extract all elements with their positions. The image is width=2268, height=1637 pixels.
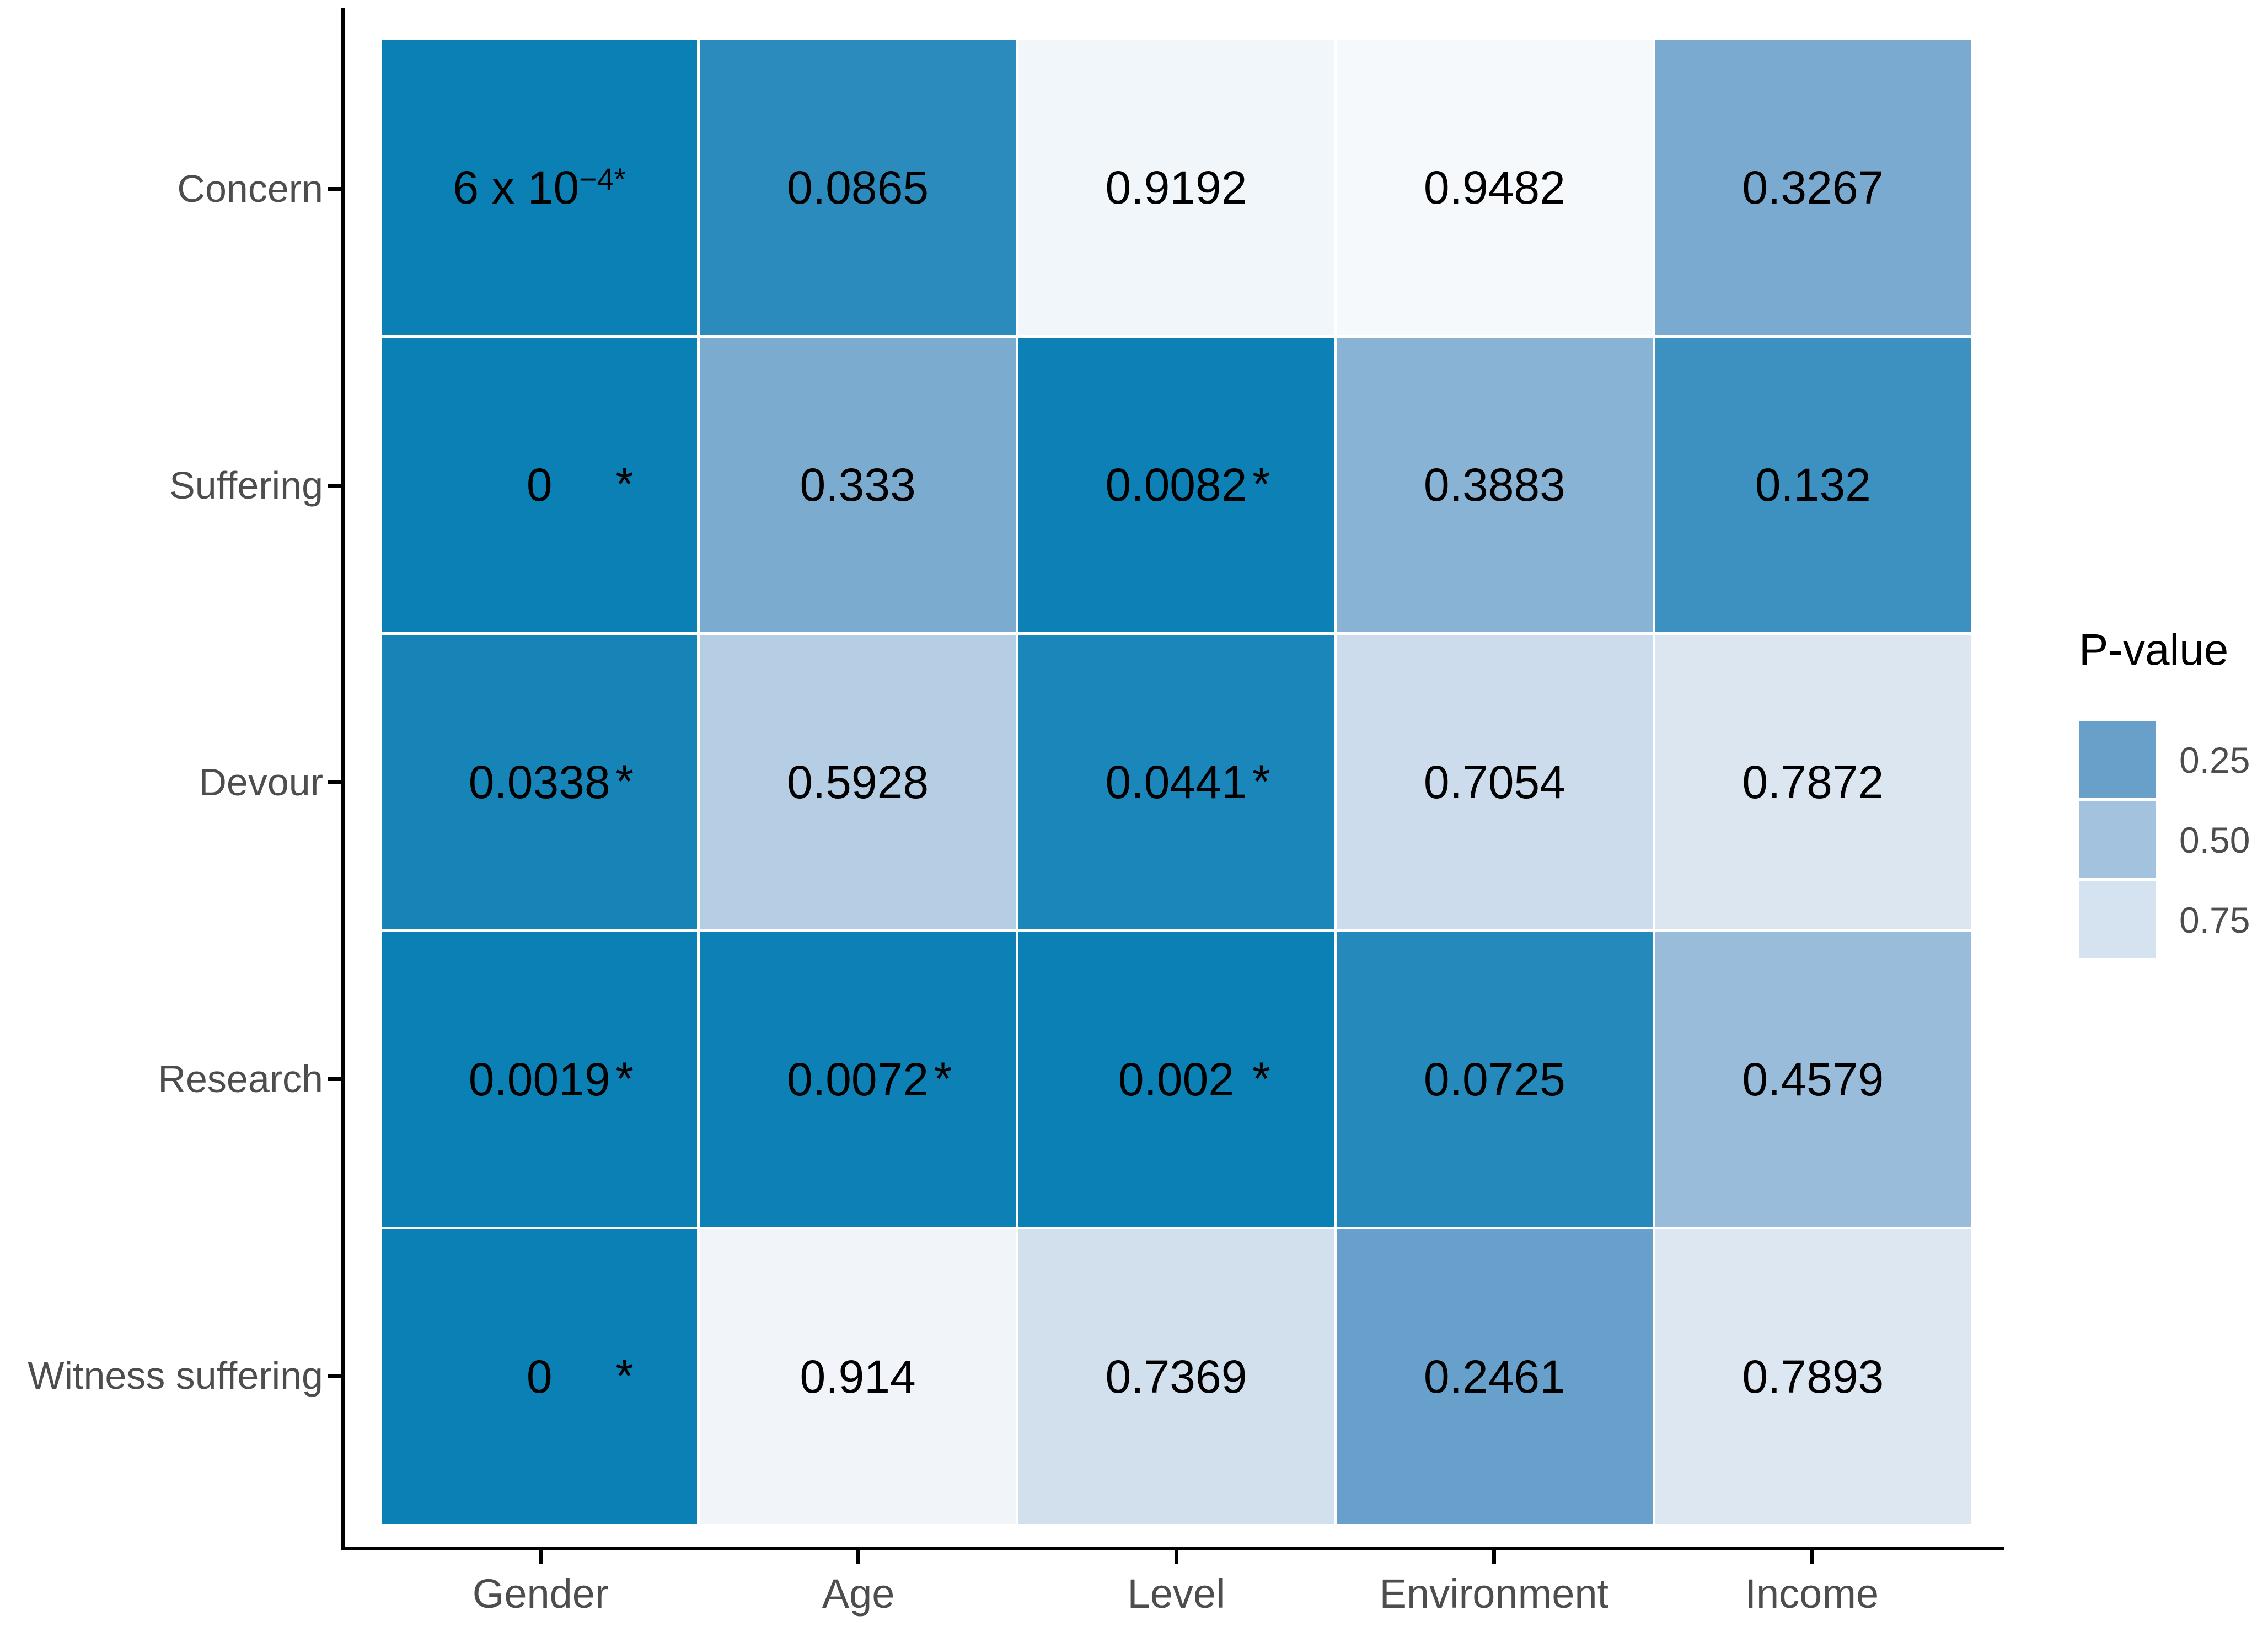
legend-label: 0.25 — [2179, 742, 2250, 778]
legend-title: P-value — [2079, 628, 2228, 672]
heatmap-cell: 6 x 10−4* — [382, 40, 697, 335]
cell-value: 0.7369 — [1106, 1354, 1247, 1400]
legend-swatch — [2079, 881, 2156, 958]
legend-items: 0.250.500.75 — [2079, 721, 2228, 958]
heatmap-cell: 0.7893 — [1655, 1229, 1971, 1524]
heatmap-cell: 0.5928 — [700, 635, 1015, 929]
heatmap-cell: 0.2461 — [1337, 1229, 1652, 1524]
legend-swatch — [2079, 721, 2156, 798]
heatmap-cell: 0.0338* — [382, 635, 697, 929]
row-label: Research — [0, 1060, 323, 1098]
heatmap-cell: 0.333 — [700, 338, 1015, 632]
legend-swatch — [2079, 801, 2156, 878]
cell-exponent: −4* — [579, 162, 626, 196]
col-label: Income — [1745, 1574, 1879, 1614]
y-axis-tick — [328, 1077, 341, 1081]
heatmap-cell: 0.4579 — [1655, 932, 1971, 1227]
legend: P-value 0.250.500.75 — [2079, 628, 2228, 961]
heatmap-cell: 0.0019* — [382, 932, 697, 1227]
cell-value: 0 — [527, 462, 553, 508]
heatmap-cell: 0.132 — [1655, 338, 1971, 632]
cell-value: 0.3883 — [1424, 462, 1565, 508]
legend-item: 0.50 — [2079, 801, 2228, 878]
col-label: Gender — [473, 1574, 609, 1614]
x-axis-tick — [1810, 1550, 1814, 1564]
row-label: Concern — [0, 169, 323, 208]
heatmap-cell: 0.0725 — [1337, 932, 1652, 1227]
heatmap-figure: 6 x 10−4*0.08650.91920.94820.32670*0.333… — [0, 0, 2268, 1637]
significance-star: * — [615, 1055, 634, 1101]
heatmap-cell: 0.3883 — [1337, 338, 1652, 632]
y-axis-tick — [328, 780, 341, 784]
y-axis-tick — [328, 1374, 341, 1378]
col-label: Environment — [1380, 1574, 1608, 1614]
cell-value: 0.9192 — [1106, 164, 1247, 211]
heatmap-cell: 0.0865 — [700, 40, 1015, 335]
cell-value: 0.0338 — [469, 759, 610, 805]
legend-item: 0.25 — [2079, 721, 2228, 798]
heatmap-cell: 0.3267 — [1655, 40, 1971, 335]
heatmap-cell: 0.7872 — [1655, 635, 1971, 929]
row-label: Witness suffering — [0, 1356, 323, 1395]
cell-value: 0.0865 — [787, 164, 929, 211]
cell-value: 0.132 — [1755, 462, 1871, 508]
cell-value: 0.9482 — [1424, 164, 1565, 211]
cell-value: 0.7054 — [1424, 759, 1565, 805]
heatmap-cell: 0.7054 — [1337, 635, 1652, 929]
cell-value: 0.0019 — [469, 1056, 610, 1103]
legend-item: 0.75 — [2079, 881, 2228, 958]
y-axis-tick — [328, 484, 341, 488]
heatmap-cell: 0.0441* — [1018, 635, 1334, 929]
cell-value: 0.2461 — [1424, 1354, 1565, 1400]
cell-value: 0.7893 — [1742, 1354, 1884, 1400]
y-axis-tick — [328, 187, 341, 191]
legend-label: 0.75 — [2179, 902, 2250, 938]
cell-value: 0.002 — [1118, 1056, 1234, 1103]
cell-value: 0.5928 — [787, 759, 929, 805]
cell-value: 6 x 10−4* — [453, 164, 626, 211]
heatmap-cell: 0.0072* — [700, 932, 1015, 1227]
cell-value: 0.4579 — [1742, 1056, 1884, 1103]
legend-label: 0.50 — [2179, 822, 2250, 858]
col-label: Level — [1128, 1574, 1225, 1614]
cell-value: 0.7872 — [1742, 759, 1884, 805]
significance-star: * — [1252, 1055, 1270, 1101]
x-axis-tick — [1175, 1550, 1178, 1564]
heatmap-cell: 0.914 — [700, 1229, 1015, 1524]
row-label: Suffering — [0, 466, 323, 505]
heatmap-cell: 0.9482 — [1337, 40, 1652, 335]
x-axis-tick — [1492, 1550, 1496, 1564]
heatmap-cell: 0.7369 — [1018, 1229, 1334, 1524]
cell-value: 0.0725 — [1424, 1056, 1565, 1103]
cell-value: 0.0082 — [1106, 462, 1247, 508]
heatmap-cell: 0.002 * — [1018, 932, 1334, 1227]
cell-value: 0.914 — [800, 1354, 915, 1400]
heatmap-cell: 0.9192 — [1018, 40, 1334, 335]
significance-star: * — [615, 758, 634, 804]
heatmap-panel: 6 x 10−4*0.08650.91920.94820.32670*0.333… — [382, 40, 1971, 1524]
heatmap-cell: 0.0082* — [1018, 338, 1334, 632]
significance-star: * — [615, 1352, 634, 1399]
cell-value: 0.333 — [800, 462, 915, 508]
y-axis-line — [341, 8, 345, 1550]
cell-value: 0 — [527, 1354, 553, 1400]
significance-star: * — [934, 1055, 952, 1101]
x-axis-tick — [856, 1550, 860, 1564]
significance-star: * — [615, 461, 634, 507]
row-label: Devour — [0, 763, 323, 801]
cell-value: 0.0072 — [787, 1056, 929, 1103]
x-axis-tick — [539, 1550, 543, 1564]
heatmap-cell: 0* — [382, 338, 697, 632]
cell-value: 0.0441 — [1106, 759, 1247, 805]
significance-star: * — [1252, 758, 1270, 804]
cell-value: 0.3267 — [1742, 164, 1884, 211]
x-axis-line — [341, 1547, 2004, 1550]
heatmap-cell: 0* — [382, 1229, 697, 1524]
significance-star: * — [1252, 461, 1270, 507]
col-label: Age — [822, 1574, 895, 1614]
